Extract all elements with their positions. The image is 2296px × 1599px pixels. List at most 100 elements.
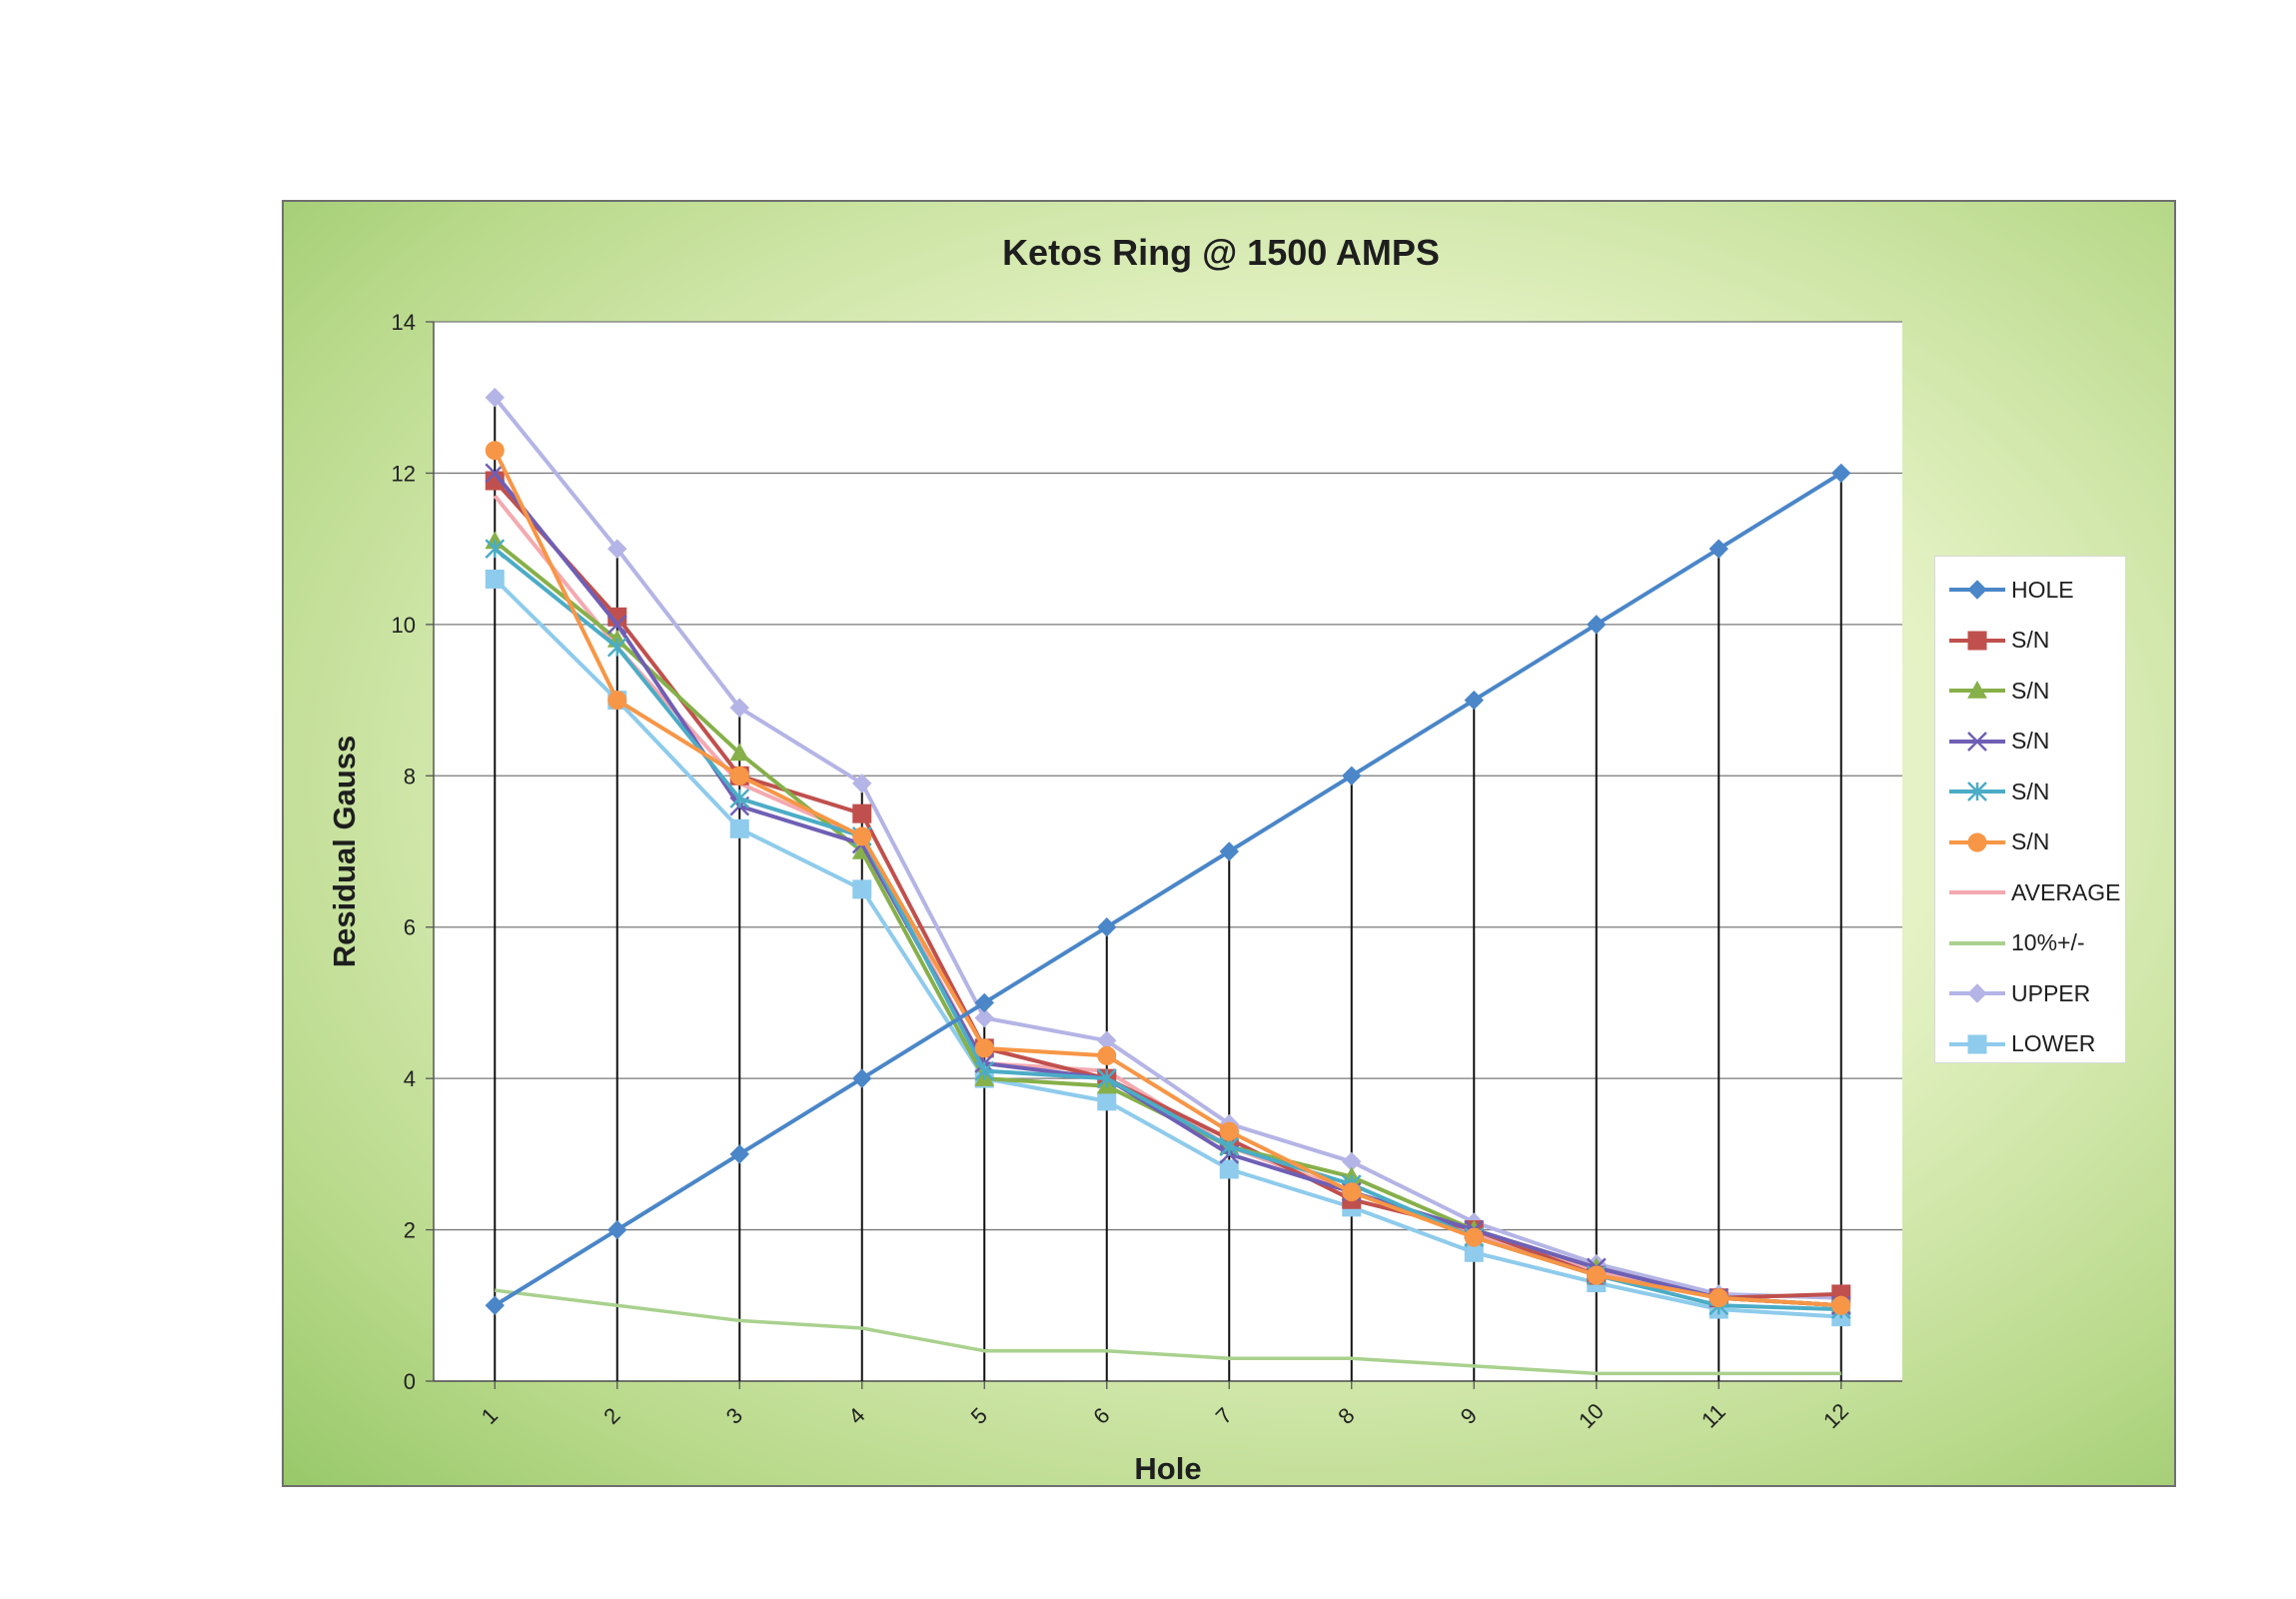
legend-swatch [1949, 631, 2005, 651]
series-line [493, 578, 1841, 1319]
y-axis-label: Residual Gauss [327, 736, 362, 968]
data-point [1587, 615, 1607, 635]
series-lines [485, 388, 1851, 1376]
legend-label: S/N [2011, 677, 2050, 704]
y-tick-label: 8 [404, 764, 416, 789]
y-tick-label: 10 [392, 613, 416, 638]
legend-swatch [1949, 940, 2005, 945]
data-point [1097, 1091, 1117, 1111]
x-tick-label: 4 [843, 1403, 869, 1429]
data-point [1342, 1182, 1362, 1202]
data-point [852, 774, 872, 794]
x-tick-label: 3 [721, 1403, 747, 1429]
x-axis-label: Hole [1134, 1451, 1201, 1486]
legend-item: LOWER [1935, 1019, 2125, 1070]
x-tick-label: 7 [1211, 1403, 1237, 1429]
data-point [1096, 1068, 1117, 1089]
legend-label: HOLE [2011, 576, 2074, 603]
x-tick-labels: 1 2 3 4 5 6 7 8 9 10 11 12 [477, 1398, 1853, 1433]
gridlines [426, 321, 1902, 1389]
series-line [493, 449, 1841, 1308]
x-tick-label: 1 [477, 1403, 503, 1429]
legend-swatch [1949, 832, 2005, 852]
data-point [852, 1068, 872, 1088]
data-point [1464, 1227, 1484, 1247]
data-point [485, 441, 505, 461]
data-point [974, 1007, 994, 1028]
data-point [729, 1144, 749, 1164]
data-point [1219, 1159, 1239, 1179]
y-tick-label: 0 [404, 1369, 416, 1394]
data-point [606, 637, 627, 658]
series-line [494, 471, 1842, 1307]
legend-item: S/N [1935, 717, 2125, 768]
legend: HOLE S/N S/N S/N S/N S/N AVERAGE 10%+/- UPPER LOW… [1934, 556, 2126, 1063]
data-point [729, 698, 749, 718]
data-point [607, 1219, 627, 1240]
data-point [1831, 1295, 1851, 1315]
legend-item: 10%+/- [1935, 918, 2125, 969]
chart-title: Ketos Ring @ 1500 AMPS [1002, 232, 1440, 273]
legend-item: AVERAGE [1935, 867, 2125, 918]
legend-swatch [1949, 681, 2005, 699]
data-point [1709, 539, 1728, 559]
y-tick-label: 14 [392, 310, 416, 335]
series-10--7 [495, 1288, 1841, 1376]
x-tick-label: 6 [1088, 1403, 1114, 1429]
data-point [485, 569, 505, 589]
data-point [1464, 690, 1484, 711]
legend-swatch [1949, 890, 2005, 895]
data-point [607, 691, 627, 711]
legend-label: S/N [2011, 728, 2050, 755]
series-s-n-5 [485, 441, 1851, 1315]
data-point [852, 879, 872, 899]
y-tick-label: 2 [404, 1218, 416, 1243]
y-tick-label: 4 [404, 1066, 416, 1091]
data-point [607, 539, 627, 559]
x-tick-label: 10 [1574, 1398, 1609, 1433]
y-tick-label: 6 [404, 915, 416, 940]
series-line [495, 1288, 1841, 1376]
data-point [852, 803, 872, 823]
legend-swatch [1949, 731, 2005, 752]
data-point [1342, 766, 1362, 786]
data-point [974, 992, 994, 1013]
data-point [1587, 1265, 1607, 1285]
data-point [852, 826, 872, 846]
data-point [1831, 463, 1851, 484]
data-point [974, 1038, 994, 1058]
data-point [485, 388, 505, 408]
series-line [493, 396, 1841, 1300]
legend-item: S/N [1935, 767, 2125, 817]
data-point [485, 539, 506, 560]
data-point [1097, 917, 1117, 937]
data-point [974, 1060, 995, 1081]
data-point [1219, 1121, 1239, 1141]
data-point [1097, 1045, 1117, 1065]
data-point [729, 818, 749, 838]
data-point [729, 743, 750, 762]
legend-label: LOWER [2011, 1030, 2096, 1057]
legend-label: S/N [2011, 778, 2050, 804]
legend-item: S/N [1935, 616, 2125, 667]
legend-item: HOLE [1935, 565, 2125, 616]
plot-area [434, 322, 1902, 1381]
x-tick-label: 9 [1456, 1403, 1482, 1429]
legend-swatch [1949, 1034, 2005, 1054]
data-point [1219, 841, 1239, 861]
data-point [606, 614, 627, 635]
legend-label: S/N [2011, 627, 2050, 654]
data-point [729, 766, 749, 786]
x-tick-label: 11 [1697, 1399, 1730, 1433]
legend-label: UPPER [2011, 979, 2091, 1006]
x-tick-label: 2 [598, 1403, 624, 1429]
data-point [485, 1295, 505, 1315]
y-tick-labels: 0 2 4 6 8 10 12 14 [392, 310, 416, 1394]
x-tick-label: 12 [1818, 1398, 1853, 1433]
x-tick-label: 5 [966, 1403, 992, 1429]
legend-swatch [1949, 983, 2005, 1003]
legend-item: UPPER [1935, 968, 2125, 1019]
legend-swatch [1949, 580, 2005, 600]
